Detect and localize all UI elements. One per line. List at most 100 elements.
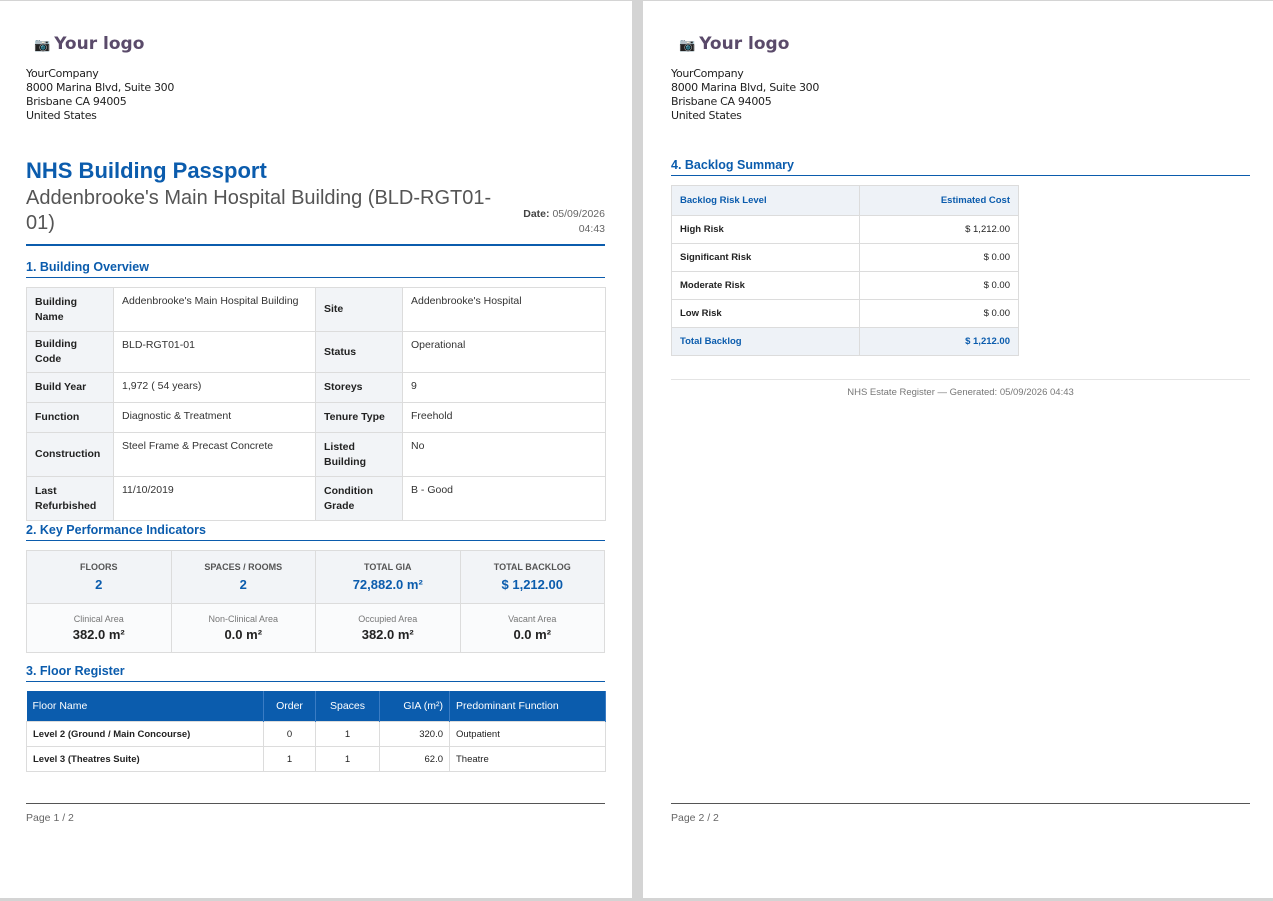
kpi-value: 0.0 m² (513, 627, 552, 642)
table-row: Last Refurbished 11/10/2019 Condition Gr… (26, 476, 606, 521)
company-logo: 📷 Your logo (34, 34, 144, 54)
field-label: Listed Building (315, 432, 403, 477)
address-line: YourCompany (26, 67, 99, 80)
field-label: Last Refurbished (26, 476, 114, 521)
field-label: Building Code (26, 331, 114, 373)
floor-order: 1 (263, 746, 316, 772)
kpi-secondary-row: Clinical Area 382.0 m² Non-Clinical Area 0… (26, 603, 605, 653)
table-header-row: Backlog Risk Level Estimated Cost (671, 185, 1019, 216)
risk-cost: $ 1,212.00 (859, 215, 1019, 244)
field-label: Construction (26, 432, 114, 477)
risk-cost: $ 0.00 (859, 271, 1019, 300)
column-header: Spaces (315, 691, 380, 722)
field-value: Freehold (402, 402, 606, 433)
title-divider (26, 244, 605, 246)
floor-gia: 62.0 (379, 746, 450, 772)
table-row: Building Name Addenbrooke's Main Hospita… (26, 287, 606, 332)
floor-function: Theatre (449, 746, 606, 772)
floor-order: 0 (263, 721, 316, 747)
building-overview-table: Building Name Addenbrooke's Main Hospita… (26, 287, 606, 521)
logo-text: Your logo (54, 34, 145, 54)
address-line: YourCompany (671, 67, 744, 80)
kpi-value: 72,882.0 m² (352, 577, 423, 592)
kpi-label: Clinical Area (73, 614, 124, 624)
field-value: Addenbrooke's Hospital (402, 287, 606, 332)
page-2: 📷 Your logo YourCompany 8000 Marina Blvd,… (643, 1, 1273, 898)
company-address: YourCompany 8000 Marina Blvd, Suite 300 … (671, 67, 819, 123)
table-row: Level 2 (Ground / Main Concourse) 0 1 32… (26, 721, 606, 747)
field-value: 11/10/2019 (113, 476, 316, 521)
document-title: NHS Building Passport (26, 158, 267, 183)
column-header: Floor Name (26, 691, 264, 722)
kpi-label: Occupied Area (358, 614, 418, 624)
column-header: Order (263, 691, 316, 722)
table-row: Level 3 (Theatres Suite) 1 1 62.0 Theatr… (26, 746, 606, 772)
address-line: United States (671, 109, 742, 122)
field-value: Operational (402, 331, 606, 373)
kpi-occupied-area: Occupied Area 382.0 m² (315, 603, 461, 653)
kpi-label: Non-Clinical Area (208, 614, 279, 624)
page-1: 📷 Your logo YourCompany 8000 Marina Blvd,… (0, 1, 632, 898)
field-label: Condition Grade (315, 476, 403, 521)
table-row: Function Diagnostic & Treatment Tenure T… (26, 402, 606, 433)
table-row: Moderate Risk $ 0.00 (671, 271, 1019, 300)
section-divider (26, 277, 605, 278)
address-line: 8000 Marina Blvd, Suite 300 (671, 81, 820, 94)
generated-note: NHS Estate Register — Generated: 05/09/2… (847, 387, 1074, 398)
risk-cost: $ 0.00 (859, 243, 1019, 272)
kpi-label: TOTAL BACKLOG (493, 562, 571, 572)
floor-spaces: 1 (315, 746, 380, 772)
kpi-label: TOTAL GIA (363, 562, 412, 572)
table-header-row: Floor Name Order Spaces GIA (m²) Predomi… (26, 691, 606, 722)
floor-register-table: Floor Name Order Spaces GIA (m²) Predomi… (26, 691, 606, 772)
section-title-backlog: 4. Backlog Summary (671, 158, 794, 172)
risk-level: Moderate Risk (671, 271, 860, 300)
field-label: Site (315, 287, 403, 332)
risk-level: Significant Risk (671, 243, 860, 272)
field-label: Build Year (26, 372, 114, 403)
total-cost: $ 1,212.00 (859, 327, 1019, 356)
kpi-primary-row: FLOORS 2 SPACES / ROOMS 2 TOTAL GIA 72,882.… (26, 550, 605, 604)
address-line: Brisbane CA 94005 (26, 95, 127, 108)
column-header: GIA (m²) (379, 691, 450, 722)
field-value: 9 (402, 372, 606, 403)
field-label: Function (26, 402, 114, 433)
section-title-overview: 1. Building Overview (26, 260, 149, 274)
section-divider (26, 540, 605, 541)
field-value: BLD-RGT01-01 (113, 331, 316, 373)
table-row: High Risk $ 1,212.00 (671, 215, 1019, 244)
page-number: Page 2 / 2 (671, 812, 719, 824)
section-divider (671, 175, 1250, 176)
field-value: Diagnostic & Treatment (113, 402, 316, 433)
generated-divider (671, 379, 1250, 380)
logo-text: Your logo (699, 34, 790, 54)
field-value: Addenbrooke's Main Hospital Building (113, 287, 316, 332)
kpi-non-clinical-area: Non-Clinical Area 0.0 m² (170, 603, 316, 653)
section-title-floor-register: 3. Floor Register (26, 664, 125, 678)
column-header: Predominant Function (449, 691, 606, 722)
camera-icon: 📷 (679, 38, 696, 53)
kpi-table: FLOORS 2 SPACES / ROOMS 2 TOTAL GIA 72,882.… (26, 550, 605, 653)
kpi-value: $ 1,212.00 (501, 577, 563, 592)
field-value: 1,972 ( 54 years) (113, 372, 316, 403)
company-address: YourCompany 8000 Marina Blvd, Suite 300 … (26, 67, 174, 123)
field-value: B - Good (402, 476, 606, 521)
column-header: Estimated Cost (859, 185, 1019, 216)
kpi-clinical-area: Clinical Area 382.0 m² (26, 603, 172, 653)
floor-name: Level 2 (Ground / Main Concourse) (26, 721, 264, 747)
table-row: Construction Steel Frame & Precast Concr… (26, 432, 606, 477)
page-number: Page 1 / 2 (26, 812, 74, 824)
kpi-total-gia: TOTAL GIA 72,882.0 m² (315, 550, 461, 604)
kpi-value: 382.0 m² (361, 627, 414, 642)
footer-divider (26, 803, 605, 804)
kpi-floors: FLOORS 2 (26, 550, 172, 604)
table-row: Significant Risk $ 0.00 (671, 243, 1019, 272)
floor-function: Outpatient (449, 721, 606, 747)
column-header: Backlog Risk Level (671, 185, 860, 216)
company-logo: 📷 Your logo (679, 34, 789, 54)
backlog-summary-table: Backlog Risk Level Estimated Cost High R… (671, 185, 1019, 356)
field-value: No (402, 432, 606, 477)
kpi-label: SPACES / ROOMS (204, 562, 283, 572)
table-row: Low Risk $ 0.00 (671, 299, 1019, 328)
footer-divider (671, 803, 1250, 804)
